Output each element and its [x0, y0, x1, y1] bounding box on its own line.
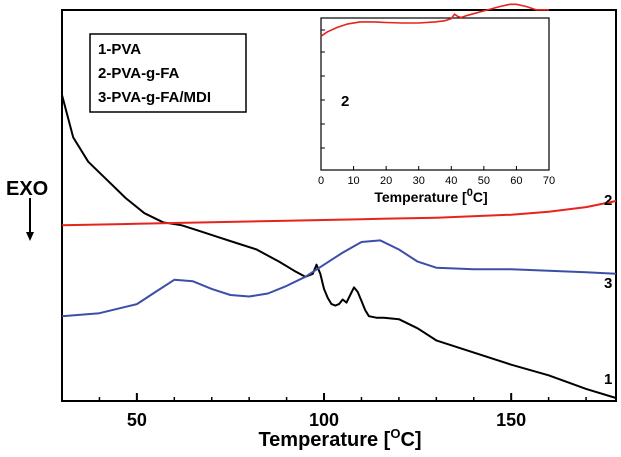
inset-plot-frame	[320, 17, 550, 171]
curve-label-2: 2	[604, 192, 612, 209]
legend-entry-2: 2-PVA-g-FA	[98, 65, 180, 82]
inset-x-tick-label: 10	[347, 175, 359, 187]
inset-series-line	[320, 3, 549, 37]
main-x-tick-label: 100	[309, 410, 339, 430]
main-x-axis-title: Temperature [OC]	[258, 426, 421, 451]
legend-box	[89, 33, 247, 113]
curve-label-3: 3	[604, 275, 612, 292]
exo-down-arrow	[26, 198, 34, 241]
inset-x-tick-label: 20	[380, 175, 392, 187]
inset-x-tick-label: 30	[413, 175, 425, 187]
series-line-3	[61, 239, 617, 318]
inset-x-tick-label: 70	[543, 175, 555, 187]
inset-x-tick-label: 0	[318, 175, 324, 187]
main-x-tick-label: 150	[496, 410, 526, 430]
inset-chart: 0 10 20 30 40 50 60 70 2 Temperature [0C]	[318, 3, 555, 205]
main-legend: 1-PVA 2-PVA-g-FA 3-PVA-g-FA/MDI	[89, 33, 247, 113]
main-x-tick-label: 50	[127, 410, 147, 430]
inset-plot-background	[318, 18, 550, 174]
inset-x-tick-label: 60	[510, 175, 522, 187]
legend-entry-3: 3-PVA-g-FA/MDI	[98, 89, 211, 106]
series-line-1	[61, 94, 617, 399]
curve-label-1: 1	[604, 371, 612, 388]
series-line-2	[61, 200, 617, 227]
main-y-axis-label: EXO	[6, 178, 48, 200]
main-plot-frame	[61, 9, 617, 402]
inset-x-tick-label: 50	[478, 175, 490, 187]
inset-curve-label: 2	[341, 93, 349, 110]
inset-x-axis-title: Temperature [0C]	[374, 187, 487, 205]
inset-x-tick-label: 40	[445, 175, 457, 187]
legend-entry-1: 1-PVA	[98, 41, 141, 58]
